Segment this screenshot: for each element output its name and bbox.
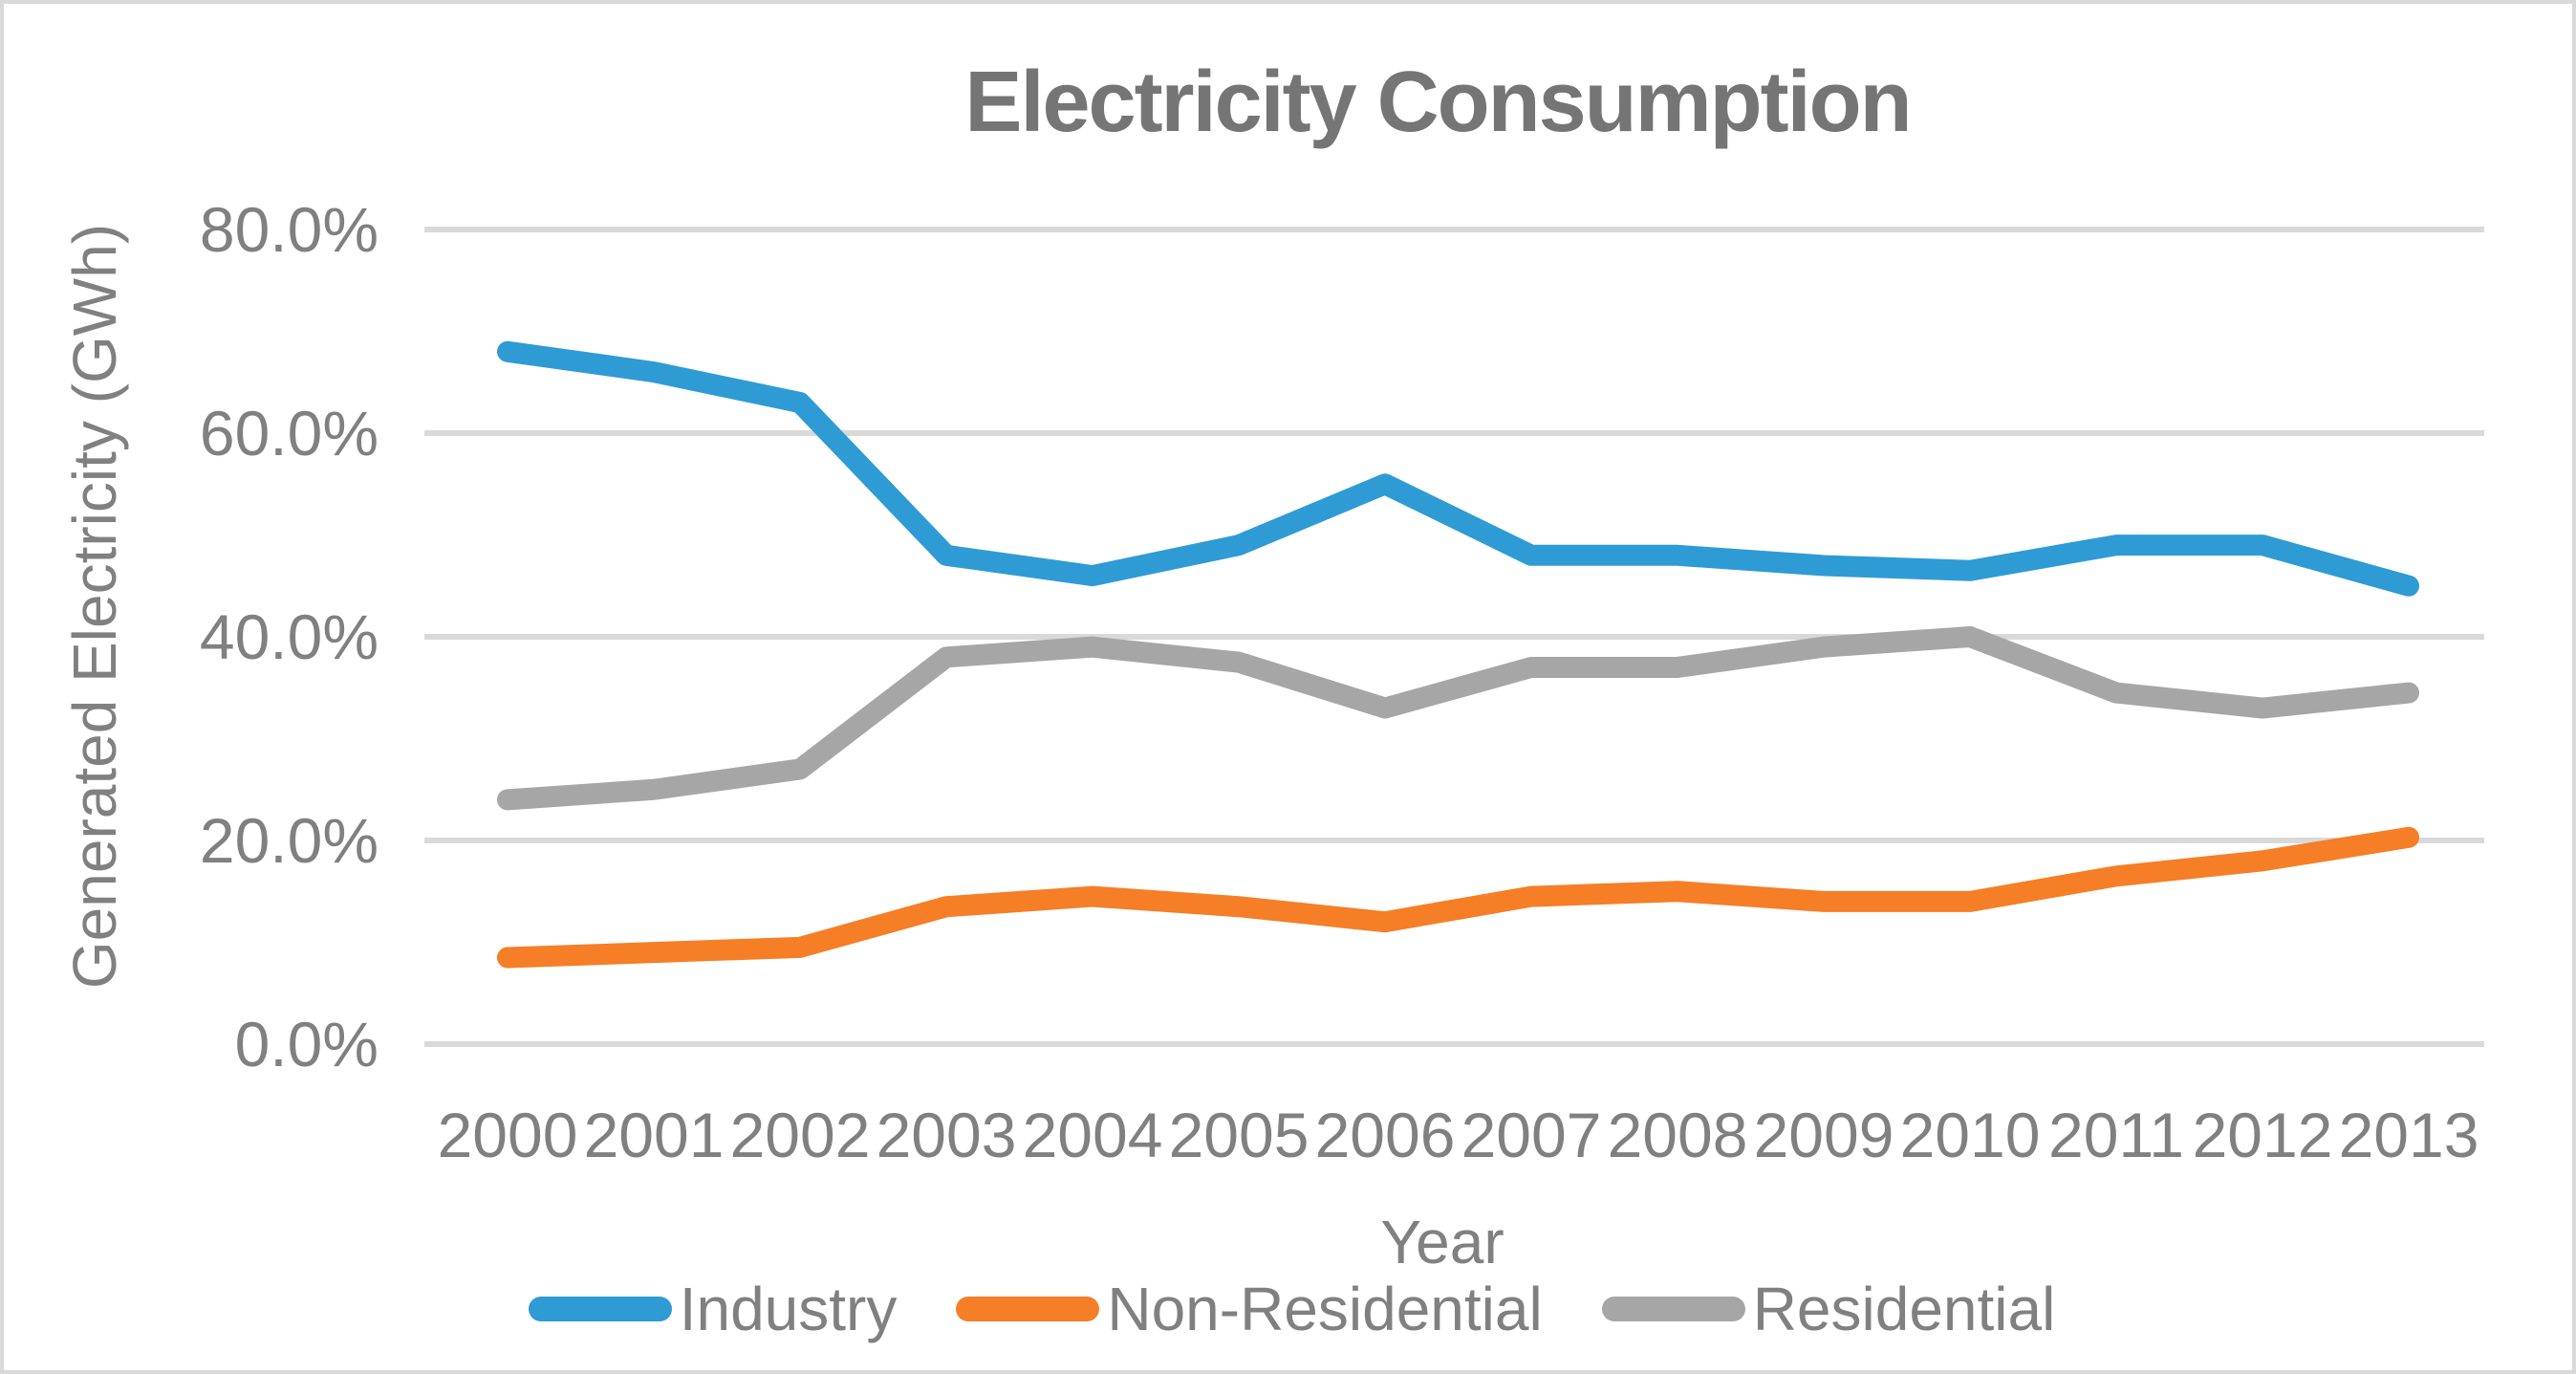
x-tick-label: 2009 [1753,1100,1894,1170]
x-tick-label: 2000 [437,1100,578,1170]
y-tick-label: 20.0% [199,805,379,876]
y-tick-label: 40.0% [199,601,379,672]
series-line-industry [497,340,2419,597]
x-tick-label: 2004 [1022,1100,1163,1170]
plot-area [424,227,2484,1047]
x-tick-label: 2013 [2338,1100,2479,1170]
x-tick-label: 2002 [729,1100,871,1170]
legend-swatch-residential [1601,1297,1745,1321]
series-line-residential [497,626,2419,811]
x-tick-label: 2011 [2048,1100,2184,1170]
legend-label: Residential [1752,1275,2056,1343]
x-axis-title: Year [1380,1208,1504,1276]
y-tick-label: 80.0% [199,194,379,265]
x-tick-label: 2003 [876,1100,1017,1170]
legend-swatch-non-residential [956,1297,1100,1321]
y-tick-label: 60.0% [199,398,379,469]
series-line-non-residential [497,826,2419,969]
x-tick-label: 2005 [1168,1100,1310,1170]
x-tick-label: 2008 [1607,1100,1748,1170]
x-tick-label: 2006 [1314,1100,1456,1170]
legend-swatch-industry [528,1297,672,1321]
x-tick-label: 2001 [583,1100,725,1170]
legend-item-industry: Industry [528,1274,898,1344]
legend-label: Non-Residential [1107,1275,1543,1343]
legend: Industry Non-Residential Residential [4,1274,2572,1344]
chart-title: Electricity Consumption [964,55,1912,150]
x-tick-label: 2012 [2192,1100,2333,1170]
legend-item-non-residential: Non-Residential [956,1274,1543,1344]
x-tick-label: 2010 [1899,1100,2041,1170]
legend-item-residential: Residential [1601,1274,2056,1344]
x-tick-label: 2007 [1461,1100,1602,1170]
y-axis-title: Generated Electricity (GWh) [60,223,129,990]
legend-label: Industry [679,1275,898,1343]
y-tick-label: 0.0% [234,1009,379,1080]
